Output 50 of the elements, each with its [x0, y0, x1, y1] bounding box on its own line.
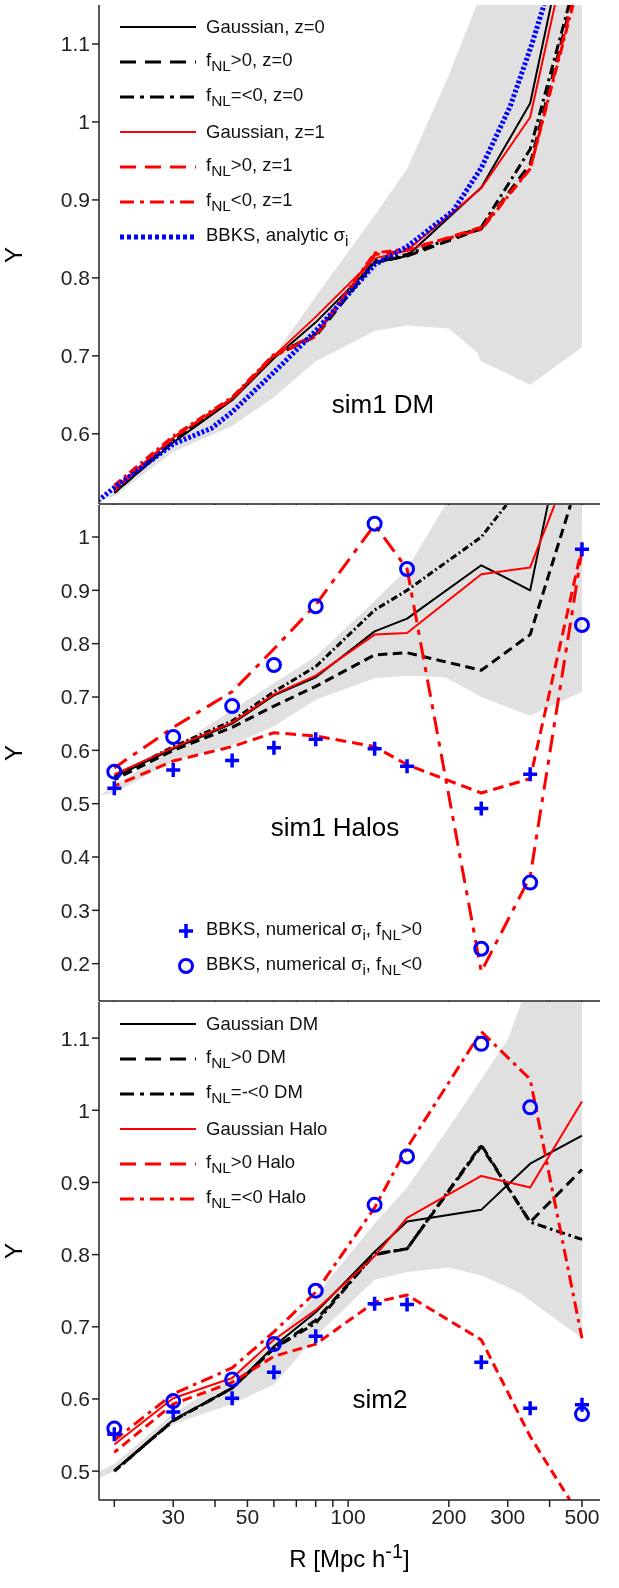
y-tick-label: 0.9: [60, 578, 90, 602]
x-tick-label: 100: [330, 1504, 366, 1528]
legend-label: f$_{NL}$>0, z=1: [206, 153, 293, 180]
x-tick-label: 300: [490, 1504, 526, 1528]
y-tick-label: 1: [78, 1098, 90, 1122]
legend-label: f$_{NL}$=-<0 DM: [206, 1080, 303, 1107]
legend-label: f$_{NL}$<0, z=1: [206, 188, 293, 215]
x-tick-label: 30: [161, 1504, 185, 1528]
x-tick-label: 500: [564, 1504, 600, 1528]
y-tick-label: 0.5: [60, 1459, 90, 1483]
y-axis-title: Υ: [0, 246, 28, 263]
legend-label: f$_{NL}$=<0 Halo: [206, 1185, 306, 1212]
y-tick-label: 0.2: [60, 952, 90, 976]
y-axis-title: Υ: [0, 744, 28, 762]
x-axis-title: R [Mpc h$^{-1}$]: [288, 1540, 411, 1573]
y-tick-label: 0.4: [60, 845, 91, 869]
y-tick-label: 0.7: [60, 344, 90, 368]
y-tick-label: 0.5: [60, 792, 90, 816]
annotation: sim1 Halos: [269, 812, 401, 843]
y-tick-label: 0.9: [60, 1170, 90, 1194]
annotation: sim2: [351, 1384, 409, 1415]
legend-label: f$_{NL}$>0 DM: [206, 1045, 286, 1072]
y-tick-label: 0.9: [60, 188, 90, 212]
annotation: sim1 DM: [330, 389, 436, 420]
y-tick-label: 0.7: [60, 1315, 90, 1339]
legend-label: f$_{NL}$=<0, z=0: [206, 83, 304, 110]
legend-label: BBKS, numerical σ$_{i}$, f$_{NL}$<0: [206, 952, 423, 979]
legend-label: Gaussian, z=1: [206, 120, 325, 143]
y-tick-label: 0.6: [60, 1387, 90, 1411]
legend-label: f$_{NL}$>0, z=0: [206, 48, 293, 75]
legend-label: f$_{NL}$>0 Halo: [206, 1150, 296, 1177]
y-tick-label: 0.6: [60, 422, 90, 446]
x-tick-label: 200: [431, 1504, 467, 1528]
y-tick-label: 1.1: [60, 1026, 90, 1050]
y-tick-label: 1: [78, 525, 90, 549]
y-tick-label: 0.8: [60, 632, 90, 656]
x-tick-label: 50: [235, 1504, 260, 1528]
y-tick-label: 0.7: [60, 685, 90, 709]
legend-label: Gaussian Halo: [206, 1117, 328, 1140]
legend-label: Gaussian DM: [206, 1012, 319, 1035]
y-tick-label: 0.3: [60, 898, 90, 922]
legend-label: BBKS, numerical σ$_{i}$, f$_{NL}$>0: [206, 917, 423, 944]
legend-label: BBKS, analytic σ$_{i}$: [206, 223, 349, 250]
y-tick-label: 1.1: [60, 32, 90, 56]
legend-label: Gaussian, z=0: [206, 15, 325, 38]
y-axis-title: Υ: [0, 1242, 28, 1260]
y-tick-label: 0.6: [60, 738, 90, 762]
y-tick-label: 0.8: [60, 1243, 90, 1267]
y-tick-label: 0.8: [60, 266, 90, 290]
y-tick-label: 1: [78, 110, 90, 134]
